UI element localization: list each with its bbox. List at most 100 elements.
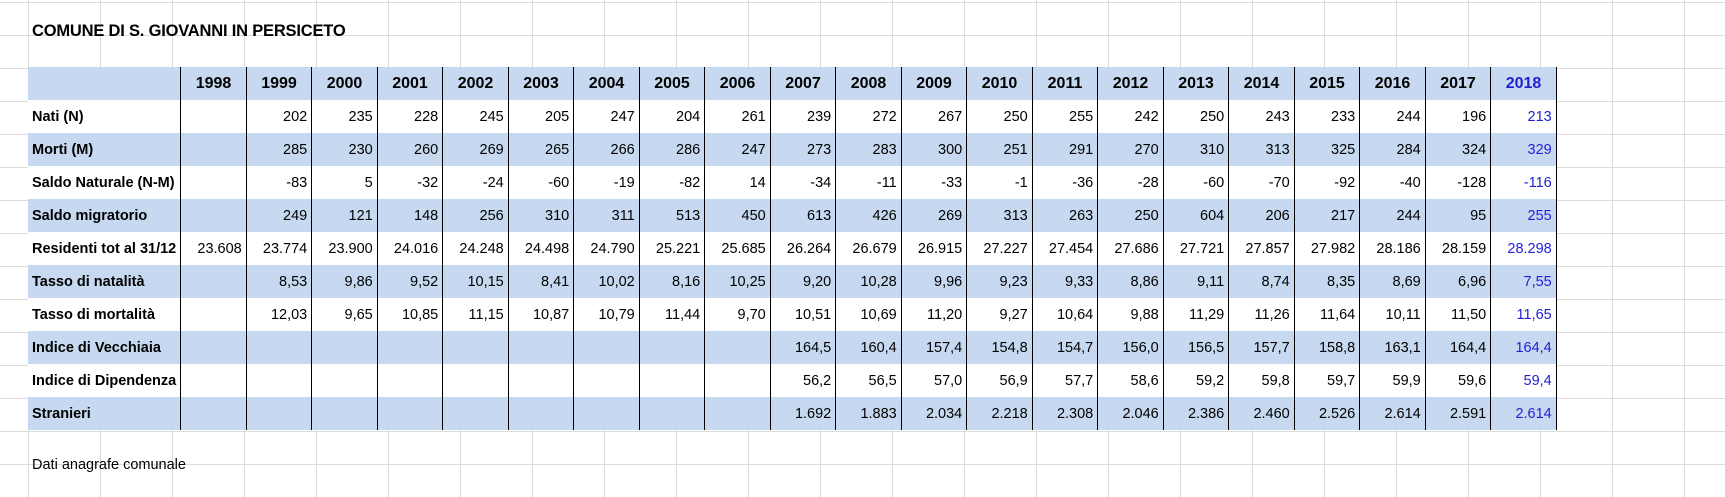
row-label[interactable]: Tasso di natalità [28, 265, 182, 298]
table-cell[interactable]: 450 [704, 199, 771, 232]
table-cell[interactable]: -128 [1425, 166, 1492, 199]
table-cell[interactable] [180, 100, 247, 133]
table-cell[interactable]: 164,5 [770, 331, 837, 364]
table-cell[interactable]: 27.721 [1163, 232, 1230, 265]
table-cell[interactable]: 244 [1359, 100, 1426, 133]
row-label[interactable]: Stranieri [28, 397, 182, 430]
year-header[interactable]: 2007 [770, 67, 837, 100]
table-cell[interactable]: 10,11 [1359, 298, 1426, 331]
table-cell[interactable] [311, 397, 378, 430]
table-cell[interactable]: 121 [311, 199, 378, 232]
table-cell[interactable]: 310 [508, 199, 575, 232]
table-cell[interactable]: 325 [1294, 133, 1361, 166]
table-cell[interactable]: 10,51 [770, 298, 837, 331]
table-cell[interactable]: 604 [1163, 199, 1230, 232]
table-cell[interactable]: 8,35 [1294, 265, 1361, 298]
table-cell[interactable]: 250 [1097, 199, 1164, 232]
table-cell[interactable]: 228 [377, 100, 444, 133]
table-cell[interactable] [180, 331, 247, 364]
table-cell[interactable]: 251 [966, 133, 1033, 166]
table-cell[interactable]: 10,69 [835, 298, 902, 331]
table-cell[interactable]: 255 [1490, 199, 1557, 232]
table-cell[interactable]: 2.046 [1097, 397, 1164, 430]
table-cell[interactable]: 59,6 [1425, 364, 1492, 397]
table-cell[interactable]: 11,64 [1294, 298, 1361, 331]
table-cell[interactable]: 9,70 [704, 298, 771, 331]
table-cell[interactable]: 10,85 [377, 298, 444, 331]
year-header[interactable]: 2009 [901, 67, 968, 100]
table-cell[interactable]: 244 [1359, 199, 1426, 232]
table-cell[interactable]: -19 [573, 166, 640, 199]
table-cell[interactable]: 300 [901, 133, 968, 166]
table-cell[interactable]: -1 [966, 166, 1033, 199]
table-cell[interactable]: 27.982 [1294, 232, 1361, 265]
table-cell[interactable]: -40 [1359, 166, 1426, 199]
table-cell[interactable]: 24.248 [442, 232, 509, 265]
table-cell[interactable]: 56,2 [770, 364, 837, 397]
table-cell[interactable] [704, 364, 771, 397]
table-cell[interactable] [704, 331, 771, 364]
table-cell[interactable]: 2.034 [901, 397, 968, 430]
table-cell[interactable]: 263 [1032, 199, 1099, 232]
table-cell[interactable]: -36 [1032, 166, 1099, 199]
year-header[interactable]: 2006 [704, 67, 771, 100]
year-header[interactable]: 2012 [1097, 67, 1164, 100]
table-cell[interactable]: 164,4 [1425, 331, 1492, 364]
table-cell[interactable] [442, 331, 509, 364]
table-cell[interactable]: 5 [311, 166, 378, 199]
table-cell[interactable]: 57,7 [1032, 364, 1099, 397]
table-cell[interactable]: 230 [311, 133, 378, 166]
table-cell[interactable]: 59,8 [1228, 364, 1295, 397]
table-cell[interactable] [180, 199, 247, 232]
table-cell[interactable]: 217 [1294, 199, 1361, 232]
table-cell[interactable]: -92 [1294, 166, 1361, 199]
table-cell[interactable]: -60 [508, 166, 575, 199]
table-cell[interactable]: 27.857 [1228, 232, 1295, 265]
table-cell[interactable]: 11,44 [639, 298, 706, 331]
table-cell[interactable]: 426 [835, 199, 902, 232]
table-cell[interactable]: 196 [1425, 100, 1492, 133]
year-header[interactable]: 2010 [966, 67, 1033, 100]
table-cell[interactable]: 202 [246, 100, 313, 133]
table-cell[interactable]: -83 [246, 166, 313, 199]
table-cell[interactable]: 283 [835, 133, 902, 166]
table-cell[interactable]: 247 [573, 100, 640, 133]
table-cell[interactable] [377, 364, 444, 397]
table-cell[interactable]: 2.218 [966, 397, 1033, 430]
table-cell[interactable]: 27.686 [1097, 232, 1164, 265]
table-cell[interactable]: 28.186 [1359, 232, 1426, 265]
year-header[interactable]: 2000 [311, 67, 378, 100]
table-cell[interactable]: 243 [1228, 100, 1295, 133]
table-cell[interactable]: 310 [1163, 133, 1230, 166]
year-header[interactable]: 2004 [573, 67, 640, 100]
table-cell[interactable]: 9,20 [770, 265, 837, 298]
row-label[interactable]: Tasso di mortalità [28, 298, 182, 331]
table-cell[interactable] [377, 331, 444, 364]
table-cell[interactable] [311, 364, 378, 397]
table-cell[interactable]: 10,02 [573, 265, 640, 298]
table-cell[interactable]: 11,15 [442, 298, 509, 331]
table-cell[interactable]: 11,20 [901, 298, 968, 331]
table-cell[interactable]: 1.692 [770, 397, 837, 430]
table-cell[interactable]: 148 [377, 199, 444, 232]
table-cell[interactable]: 313 [966, 199, 1033, 232]
table-cell[interactable]: 11,65 [1490, 298, 1557, 331]
table-cell[interactable]: 8,16 [639, 265, 706, 298]
table-cell[interactable]: 1.883 [835, 397, 902, 430]
table-cell[interactable] [180, 364, 247, 397]
table-cell[interactable]: 9,88 [1097, 298, 1164, 331]
table-cell[interactable]: 8,53 [246, 265, 313, 298]
row-label[interactable]: Morti (M) [28, 133, 182, 166]
year-header[interactable]: 2014 [1228, 67, 1295, 100]
year-header[interactable]: 1998 [180, 67, 247, 100]
table-cell[interactable]: 291 [1032, 133, 1099, 166]
table-cell[interactable] [639, 331, 706, 364]
table-cell[interactable]: 311 [573, 199, 640, 232]
table-cell[interactable]: 255 [1032, 100, 1099, 133]
table-cell[interactable]: -82 [639, 166, 706, 199]
table-cell[interactable]: 10,28 [835, 265, 902, 298]
table-cell[interactable] [573, 397, 640, 430]
row-label[interactable]: Saldo Naturale (N-M) [28, 166, 182, 199]
table-cell[interactable]: 204 [639, 100, 706, 133]
table-cell[interactable]: 157,4 [901, 331, 968, 364]
